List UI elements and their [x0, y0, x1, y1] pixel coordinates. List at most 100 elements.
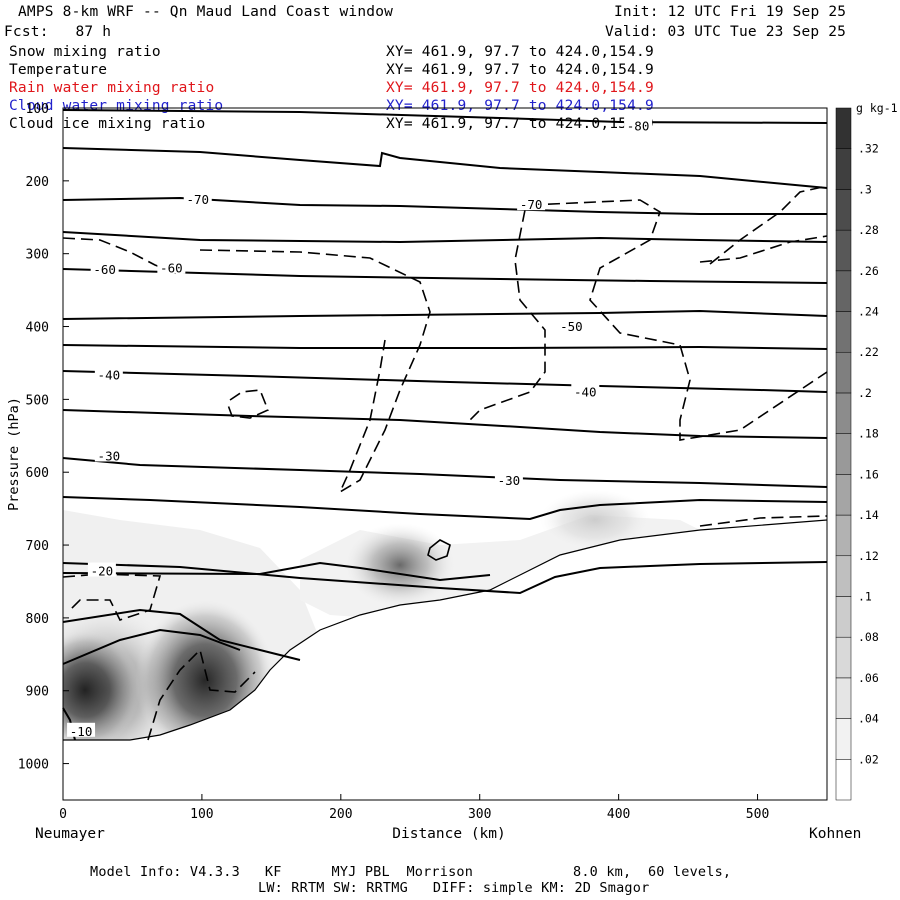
x-tick-label: 0	[59, 807, 67, 822]
terrain-mask	[63, 520, 827, 800]
axes: 0 100 200 300 400 500 200 300 400 500 600 700 800 900…	[18, 102, 770, 822]
temperature-label-bg	[624, 117, 653, 132]
colorbar-unit: g kg-1	[856, 101, 898, 115]
ice-contour-5	[709, 185, 828, 265]
y-tick-label: 400	[26, 321, 49, 336]
colorbar-label: .16	[858, 467, 879, 481]
model-physics: LW: RRTM SW: RRTMG DIFF: simple KM: 2D S…	[258, 880, 650, 896]
cloud-blob-east	[540, 490, 650, 550]
isotherm-minus35	[62, 457, 828, 488]
isotherm-minus25	[62, 561, 828, 595]
field-xy-cloud-water: XY= 461.9, 97.7 to 424.0,154.9	[386, 98, 654, 114]
colorbar: .02 .04 .06 .08 .1 .12 .14 .16 .18 .2 .22 .24 .26 .28…	[835, 107, 879, 801]
colorbar-swatch	[835, 433, 852, 475]
surface-line	[63, 519, 828, 741]
isotherm-minus80	[62, 109, 828, 124]
temperature-label: -70	[186, 192, 209, 207]
init-time: Init: 12 UTC Fri 19 Sep 25	[614, 4, 847, 20]
temperature-label: -10	[70, 724, 93, 739]
cloud-blob-west-core	[63, 630, 140, 750]
colorbar-label: .02	[858, 752, 879, 766]
temperature-label-bg	[494, 472, 523, 487]
x-right-label: Kohnen	[809, 826, 861, 842]
temperature-labels: -70 -70 -60 -60 -50 -40 -40 -30 -30 -20 -10 -80	[67, 117, 653, 739]
colorbar-label: .06	[858, 671, 879, 685]
temperature-contours	[62, 109, 828, 741]
temperature-label-bg	[517, 196, 546, 211]
chart-title: AMPS 8-km WRF -- Qn Maud Land Coast wind…	[18, 4, 394, 20]
colorbar-swatch	[835, 392, 852, 434]
ice-contour-3	[529, 199, 828, 441]
y-tick-label: 600	[26, 466, 49, 481]
colorbar-swatch	[835, 759, 852, 801]
ice-contour-2	[199, 249, 431, 495]
y-tick-label: 300	[26, 248, 49, 263]
temperature-label: -30	[98, 448, 121, 463]
y-tick-label: 500	[26, 393, 49, 408]
colorbar-swatch	[835, 636, 852, 679]
colorbar-swatch	[835, 474, 852, 516]
temperature-label-bg	[571, 383, 600, 398]
colorbar-label: .14	[858, 508, 879, 522]
isotherm-minus70	[62, 196, 827, 215]
x-left-label: Neumayer	[35, 826, 105, 842]
x-tick-label: 400	[607, 807, 630, 822]
ice-contour-10	[699, 515, 828, 527]
field-xy-snow: XY= 461.9, 97.7 to 424.0,154.9	[386, 44, 654, 60]
ice-contours	[62, 185, 828, 741]
ice-contour-7	[227, 389, 270, 419]
field-name-cloud-ice: Cloud ice mixing ratio	[9, 116, 206, 132]
isotherm-minus20-fragment	[62, 561, 491, 582]
temperature-label: -60	[93, 262, 116, 277]
model-info: Model Info: V4.3.3 KF MYJ PBL Morrison 8…	[90, 864, 732, 880]
isotherm-minus55	[62, 309, 828, 320]
temperature-label-bg	[94, 366, 123, 381]
colorbar-label: .04	[858, 712, 879, 726]
cloud-shading	[63, 490, 700, 775]
colorbar-swatch	[835, 107, 852, 149]
isotherm-minus75	[62, 147, 828, 189]
colorbar-swatch	[835, 189, 852, 231]
x-tick-label: 300	[468, 807, 491, 822]
colorbar-swatch	[835, 596, 852, 638]
y-tick-label: 800	[26, 612, 49, 627]
temperature-label: -80	[627, 118, 650, 133]
colorbar-label: .22	[858, 345, 879, 359]
forecast-hour: Fcst: 87 h	[4, 24, 112, 40]
temperature-label-bg	[67, 722, 96, 737]
colorbar-label: .1	[858, 589, 872, 603]
temperature-label: -50	[560, 319, 583, 334]
isotherm-minus30	[62, 496, 828, 521]
temperature-label-bg	[87, 562, 116, 577]
field-name-snow: Snow mixing ratio	[9, 44, 161, 60]
field-name-temperature: Temperature	[9, 62, 108, 78]
ice-contour-1	[62, 237, 181, 276]
isotherm-minus45	[62, 370, 828, 393]
closed-contour	[427, 539, 451, 561]
valid-time: Valid: 03 UTC Tue 23 Sep 25	[605, 24, 847, 40]
colorbar-label: .3	[858, 182, 872, 196]
isotherm-minus20	[62, 608, 301, 661]
temperature-label-bg	[183, 191, 212, 206]
colorbar-swatch	[835, 311, 852, 353]
x-tick-label: 200	[329, 807, 352, 822]
isotherm-minus60	[62, 268, 828, 284]
isotherm-minus65	[62, 231, 828, 244]
isotherm-minus50	[62, 344, 828, 350]
colorbar-label: .32	[858, 142, 879, 156]
plot-frame	[62, 107, 828, 801]
colorbar-label: .18	[858, 427, 879, 441]
temperature-label-bg	[557, 317, 586, 332]
field-xy-temperature: XY= 461.9, 97.7 to 424.0,154.9	[386, 62, 654, 78]
y-tick-label: 700	[26, 539, 49, 554]
colorbar-swatch	[835, 555, 852, 597]
colorbar-swatch	[835, 148, 852, 190]
y-tick-label: 900	[26, 685, 49, 700]
colorbar-label: .26	[858, 264, 879, 278]
isotherm-minus15	[62, 628, 241, 665]
temperature-label-bg	[157, 259, 186, 274]
y-tick-label-top: 100	[26, 102, 49, 117]
colorbar-swatch	[835, 677, 852, 719]
ice-contour-4	[469, 209, 546, 421]
